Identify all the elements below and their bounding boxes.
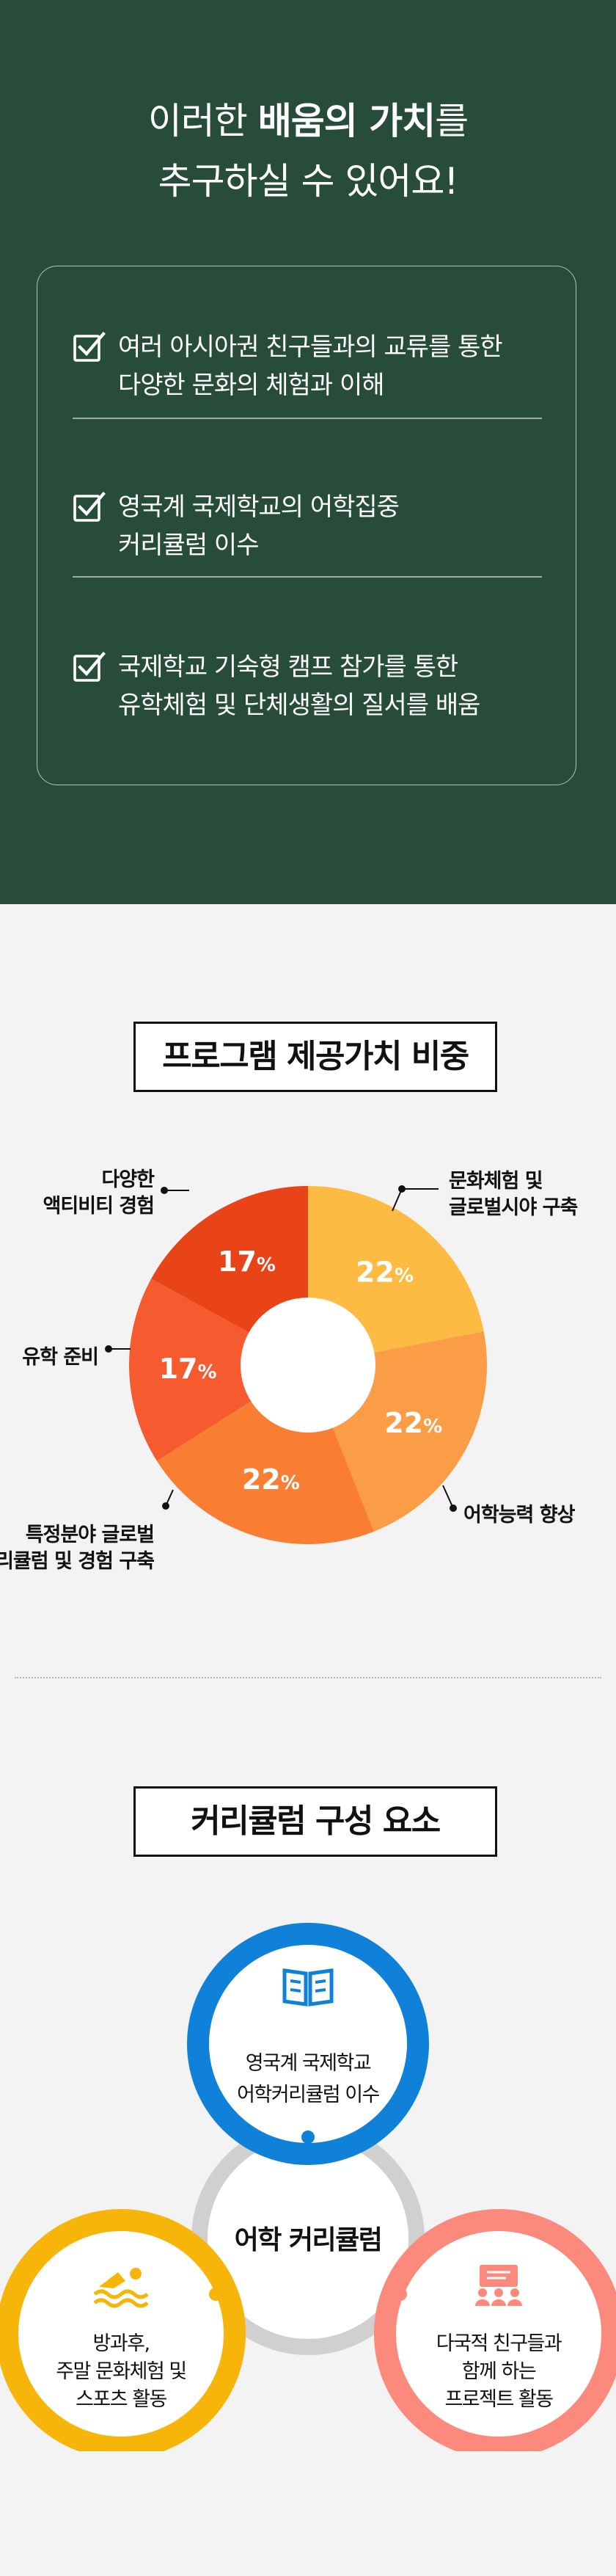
pie-slice-value-label: 22% <box>242 1463 300 1496</box>
callout-dot <box>398 1185 406 1193</box>
pie-slice <box>128 1278 308 1461</box>
value-item-line: 영국계 국제학교의 어학집중 <box>118 492 400 522</box>
pie-slice-category-label: 유학 준비 <box>22 1346 98 1369</box>
connector-dot <box>394 2288 407 2301</box>
heading-text: 를 <box>435 100 469 142</box>
connector-dot <box>209 2288 222 2301</box>
section-divider <box>15 1677 601 1678</box>
callout-line <box>392 1188 439 1212</box>
callout-dot <box>450 1505 457 1512</box>
heading-emphasis: 배움의 가치 <box>257 100 436 142</box>
pie-slice-value-label: 22% <box>384 1407 442 1439</box>
checkbox-check-icon <box>73 652 106 682</box>
value-item-line: 유학체험 및 단체생활의 질서를 배움 <box>118 691 480 720</box>
open-book-icon <box>282 1968 334 2006</box>
value-item-line: 커리큘럼 이수 <box>118 531 260 560</box>
heading-text: 이러한 <box>147 100 258 142</box>
value-item-line: 다양한 문화의 체험과 이해 <box>118 371 385 400</box>
pie-section-title: 프로그램 제공가치 비중 <box>133 1022 497 1092</box>
curriculum-item-circle <box>374 2209 616 2451</box>
checkbox-check-icon <box>73 492 106 522</box>
curriculum-item-label: 함께 하는 <box>462 2360 536 2383</box>
values-heading-line-2: 추구하실 수 있어요! <box>158 160 459 203</box>
pie-slice-value-label: 22% <box>356 1256 414 1289</box>
presentation-group-icon <box>475 2265 522 2306</box>
connector-dot <box>301 2131 315 2144</box>
center-label: 어학 커리큘럼 <box>235 2225 382 2255</box>
curriculum-item-label: 다국적 친구들과 <box>436 2332 562 2355</box>
pie-donut-hole <box>241 1298 375 1433</box>
callout-dot <box>161 1187 168 1194</box>
pie-slice-value-label: 17% <box>159 1353 217 1385</box>
values-heading: 이러한 배움의 가치를 추구하실 수 있어요! <box>0 91 616 211</box>
pie-slice-category-label: 특정분야 글로벌커리큘럼 및 경험 구축 <box>0 1524 154 1573</box>
curriculum-item-circle <box>0 2209 246 2451</box>
pie-slice-category-label: 다양한 액티비티 경험 <box>43 1168 155 1218</box>
curriculum-item-label: 영국계 국제학교 <box>246 2052 371 2075</box>
curriculum-item-label: 방과후, <box>92 2332 149 2355</box>
learning-values-section: 이러한 배움의 가치를 추구하실 수 있어요! 여러 아시아권 친구들과의 교류… <box>0 0 616 904</box>
pie-slice-category-label: 문화체험 및 글로벌시야 구축 <box>449 1170 577 1219</box>
swimmer-icon <box>93 2268 149 2308</box>
curriculum-item-label: 프로젝트 활동 <box>444 2388 553 2411</box>
pie-slice-category-label: 어학능력 향상 <box>463 1504 576 1527</box>
value-item-line: 여러 아시아권 친구들과의 교류를 통한 <box>118 332 503 362</box>
callout-dot <box>162 1502 169 1510</box>
curriculum-item-label: 스포츠 활동 <box>76 2388 166 2411</box>
value-item-line: 국제학교 기숙형 캠프 참가를 통한 <box>118 652 458 682</box>
callout-dot <box>105 1345 112 1353</box>
curriculum-item-circle <box>187 1923 429 2165</box>
curriculum-section-title: 커리큘럼 구성 요소 <box>133 1786 497 1857</box>
checkbox-check-icon <box>73 332 106 362</box>
pie-slice-value-label: 17% <box>218 1245 276 1278</box>
values-heading-line-1: 이러한 배움의 가치를 <box>0 91 616 151</box>
divider <box>73 576 542 578</box>
curriculum-item-label: 주말 문화체험 및 <box>56 2360 186 2383</box>
curriculum-item-label: 어학커리큘럼 이수 <box>237 2084 379 2106</box>
divider <box>73 418 542 419</box>
